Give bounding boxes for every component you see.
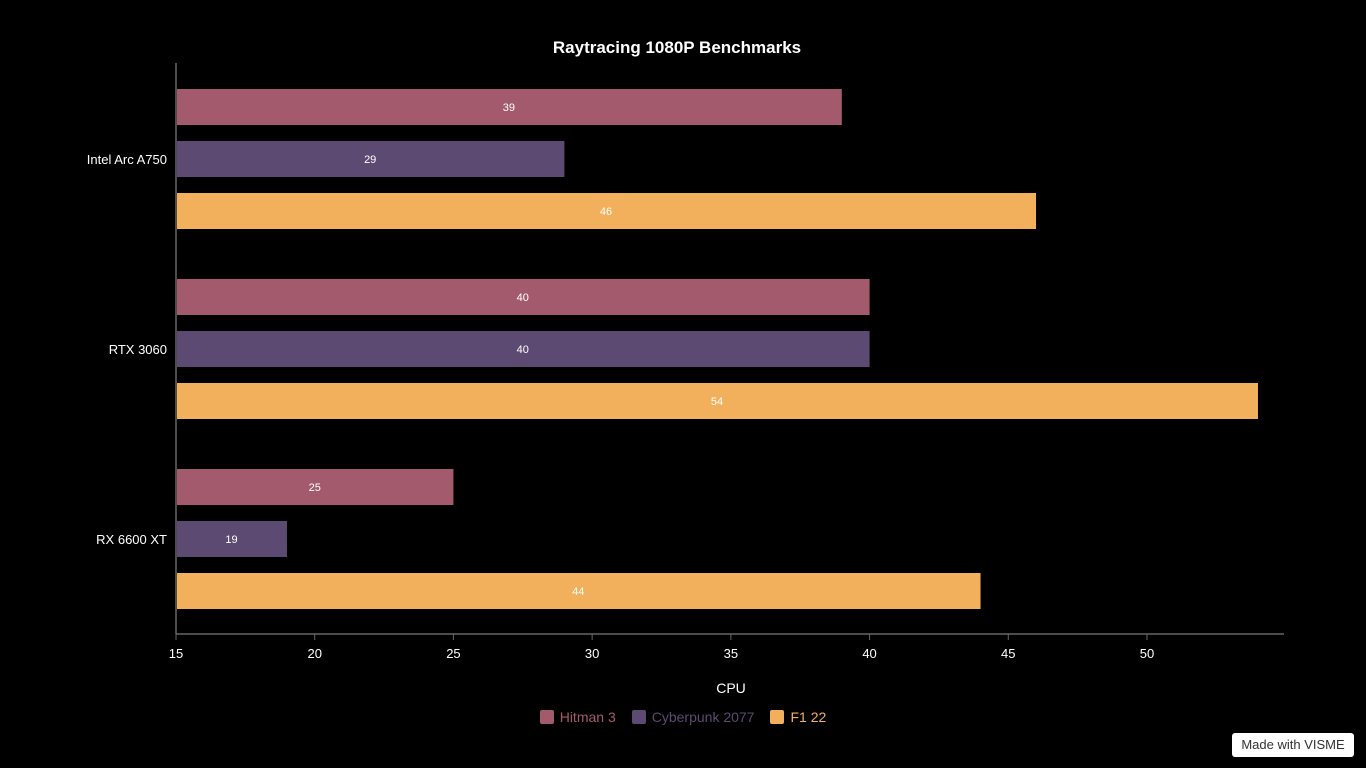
bar bbox=[177, 573, 981, 609]
legend-label: Hitman 3 bbox=[559, 709, 616, 725]
bar bbox=[177, 193, 1037, 229]
x-tick-label: 30 bbox=[585, 646, 599, 661]
chart-legend: Hitman 3 Cyberpunk 2077 F1 22 bbox=[0, 709, 1366, 725]
category-labels-layer: Intel Arc A750 RTX 3060 RX 6600 XT bbox=[87, 152, 167, 547]
x-tick-label: 20 bbox=[307, 646, 321, 661]
x-ticks-layer: 15 20 25 30 35 40 45 50 bbox=[169, 634, 1154, 661]
bar-value-label: 19 bbox=[225, 534, 237, 546]
bar bbox=[177, 331, 870, 367]
legend-item[interactable]: Cyberpunk 2077 bbox=[631, 709, 755, 725]
legend-item[interactable]: F1 22 bbox=[770, 709, 826, 725]
bar bbox=[177, 383, 1258, 419]
bar bbox=[177, 141, 565, 177]
x-tick-label: 35 bbox=[724, 646, 738, 661]
chart-title: Raytracing 1080P Benchmarks bbox=[553, 38, 801, 57]
bars-layer: 39 29 46 40 40 54 25 19 44 bbox=[177, 89, 1258, 609]
legend-swatch bbox=[631, 710, 646, 724]
bar-value-label: 46 bbox=[600, 206, 612, 218]
bar-value-label: 39 bbox=[503, 102, 515, 114]
bar-value-label: 25 bbox=[309, 482, 321, 494]
category-label: RX 6600 XT bbox=[96, 532, 167, 547]
x-tick-label: 50 bbox=[1140, 646, 1154, 661]
made-with-visme-badge[interactable]: Made with VISME bbox=[1232, 733, 1354, 757]
bar bbox=[177, 521, 287, 557]
category-label: Intel Arc A750 bbox=[87, 152, 167, 167]
bar bbox=[177, 89, 842, 125]
bar-value-label: 44 bbox=[572, 586, 584, 598]
bar-value-label: 40 bbox=[517, 292, 529, 304]
bar-value-label: 29 bbox=[364, 154, 376, 166]
legend-swatch bbox=[539, 710, 554, 724]
legend-item[interactable]: Hitman 3 bbox=[539, 709, 616, 725]
bar bbox=[177, 279, 870, 315]
x-tick-label: 45 bbox=[1001, 646, 1015, 661]
x-tick-label: 15 bbox=[169, 646, 183, 661]
legend-swatch bbox=[770, 710, 785, 724]
legend-label: F1 22 bbox=[790, 709, 827, 725]
bar-value-label: 54 bbox=[711, 396, 723, 408]
x-tick-label: 40 bbox=[862, 646, 876, 661]
x-tick-label: 25 bbox=[446, 646, 460, 661]
legend-label: Cyberpunk 2077 bbox=[651, 709, 755, 725]
bar-value-label: 40 bbox=[517, 344, 529, 356]
x-axis-label: CPU bbox=[716, 680, 746, 696]
category-label: RTX 3060 bbox=[109, 342, 167, 357]
bar bbox=[177, 469, 454, 505]
